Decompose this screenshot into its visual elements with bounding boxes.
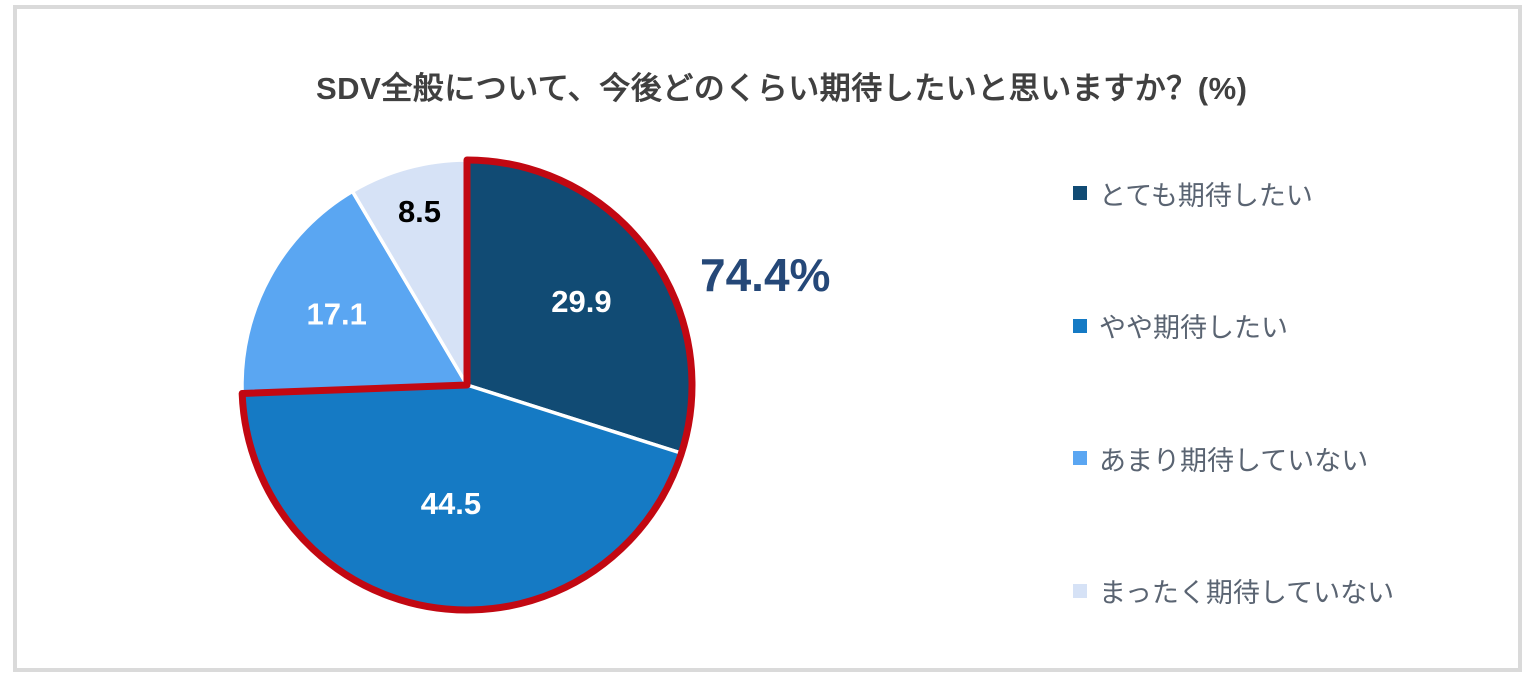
highlight-outline — [238, 156, 696, 614]
legend-label: あまり期待していない — [1099, 445, 1369, 476]
legend-marker-square — [1073, 451, 1087, 466]
pie-data-label: 44.5 — [421, 486, 481, 521]
pie-data-label: 8.5 — [398, 194, 441, 229]
legend-marker-square — [1073, 318, 1087, 333]
legend-item-0: とても期待したい — [1073, 173, 1394, 213]
pie-data-label: 29.9 — [551, 284, 611, 319]
legend-marker-square — [1073, 583, 1087, 598]
pie-slice-2 — [240, 189, 469, 396]
legend-label: まったく期待していない — [1099, 578, 1395, 609]
legend-label: とても期待したい — [1099, 180, 1313, 211]
pie-data-label: 17.1 — [306, 297, 366, 332]
chart-title: SDV全般について、今後どのくらい期待したいと思いますか？(%) — [316, 71, 1248, 106]
legend-label: やや期待したい — [1099, 313, 1288, 344]
legend-item-2: あまり期待していない — [1073, 438, 1394, 478]
highlight-percentage-label: 74.4% — [700, 249, 831, 301]
legend-item-1: やや期待したい — [1073, 306, 1394, 346]
legend-marker-square — [1073, 186, 1087, 200]
legend: とても期待したい やや期待したい あまり期待していない まったく期待していない — [1073, 173, 1394, 611]
pie-slice-3 — [350, 158, 469, 387]
legend-item-3: まったく期待していない — [1073, 571, 1394, 611]
